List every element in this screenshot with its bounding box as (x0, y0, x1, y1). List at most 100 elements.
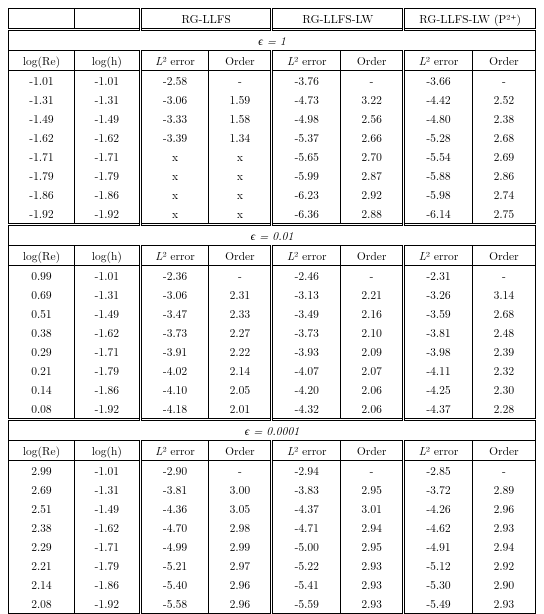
cell-order-m1: 3.00 (209, 480, 272, 499)
col-order-2: Order (340, 51, 403, 71)
cell-l2-m1: -4.02 (140, 361, 209, 380)
cell-l2-m1: -4.18 (140, 399, 209, 420)
cell-order-m1: 2.14 (209, 361, 272, 380)
cell-l2-m1: -2.36 (140, 266, 209, 286)
cell-l2-m1: -3.06 (140, 285, 209, 304)
col-order-2: Order (340, 246, 403, 266)
cell-order-m2: 2.07 (340, 361, 403, 380)
cell-l2-m2: -5.99 (272, 166, 341, 185)
cell-l2-m2: -3.76 (272, 71, 341, 91)
cell-l2-m2: -3.13 (272, 285, 341, 304)
col-order-1: Order (209, 51, 272, 71)
cell-l2-m1: x (140, 147, 209, 166)
cell-logRe: 0.29 (9, 342, 75, 361)
cell-l2-m2: -4.32 (272, 399, 341, 420)
cell-l2-m3: -3.26 (404, 285, 473, 304)
section-title: ϵ = 0.01 (9, 225, 536, 246)
cell-logh: -1.86 (74, 185, 140, 204)
cell-logRe: 2.99 (9, 461, 75, 481)
cell-order-m1: 2.01 (209, 399, 272, 420)
cell-logRe: 0.51 (9, 304, 75, 323)
cell-l2-m2: -6.36 (272, 204, 341, 225)
cell-order-m3: - (472, 266, 535, 286)
cell-order-m2: 2.06 (340, 399, 403, 420)
cell-l2-m3: -2.85 (404, 461, 473, 481)
cell-order-m1: 1.34 (209, 128, 272, 147)
cell-logh: -1.92 (74, 594, 140, 614)
cell-l2-m3: -5.88 (404, 166, 473, 185)
cell-l2-m1: -3.47 (140, 304, 209, 323)
cell-l2-m3: -4.37 (404, 399, 473, 420)
cell-order-m2: 2.94 (340, 518, 403, 537)
cell-order-m2: 2.06 (340, 380, 403, 399)
cell-l2-m3: -4.11 (404, 361, 473, 380)
cell-l2-m2: -3.83 (272, 480, 341, 499)
cell-l2-m3: -4.25 (404, 380, 473, 399)
cell-l2-m1: -3.39 (140, 128, 209, 147)
cell-logRe: -1.62 (9, 128, 75, 147)
cell-logh: -1.79 (74, 556, 140, 575)
cell-logh: -1.62 (74, 518, 140, 537)
cell-l2-m1: -3.06 (140, 90, 209, 109)
cell-order-m1: 1.58 (209, 109, 272, 128)
cell-l2-m2: -4.07 (272, 361, 341, 380)
cell-order-m3: - (472, 71, 535, 91)
cell-logRe: -1.86 (9, 185, 75, 204)
cell-logh: -1.01 (74, 461, 140, 481)
col-order-1: Order (209, 246, 272, 266)
cell-logRe: 0.38 (9, 323, 75, 342)
cell-logRe: 0.21 (9, 361, 75, 380)
cell-order-m1: 3.05 (209, 499, 272, 518)
cell-logh: -1.31 (74, 480, 140, 499)
cell-l2-m1: -3.91 (140, 342, 209, 361)
cell-logRe: -1.49 (9, 109, 75, 128)
section-title: ϵ = 0.0001 (9, 420, 536, 441)
cell-order-m3: 2.68 (472, 304, 535, 323)
cell-logRe: 0.08 (9, 399, 75, 420)
cell-logh: -1.31 (74, 90, 140, 109)
cell-order-m3: 2.74 (472, 185, 535, 204)
cell-l2-m3: -5.54 (404, 147, 473, 166)
cell-order-m3: 2.93 (472, 518, 535, 537)
cell-order-m3: 2.28 (472, 399, 535, 420)
cell-order-m2: 2.92 (340, 185, 403, 204)
cell-order-m3: 2.94 (472, 537, 535, 556)
cell-order-m2: 2.93 (340, 575, 403, 594)
cell-order-m1: x (209, 185, 272, 204)
cell-l2-m2: -4.71 (272, 518, 341, 537)
cell-l2-m3: -5.12 (404, 556, 473, 575)
cell-l2-m3: -3.98 (404, 342, 473, 361)
cell-order-m1: x (209, 204, 272, 225)
cell-l2-m1: -2.58 (140, 71, 209, 91)
cell-l2-m1: -4.10 (140, 380, 209, 399)
col-order-1: Order (209, 441, 272, 461)
cell-order-m3: 2.39 (472, 342, 535, 361)
cell-order-m1: x (209, 166, 272, 185)
cell-order-m1: x (209, 147, 272, 166)
cell-order-m1: 2.97 (209, 556, 272, 575)
cell-order-m3: 2.86 (472, 166, 535, 185)
cell-order-m2: 2.16 (340, 304, 403, 323)
cell-order-m2: 2.95 (340, 537, 403, 556)
cell-logh: -1.71 (74, 537, 140, 556)
cell-order-m1: 2.98 (209, 518, 272, 537)
col-logRe: log(Re) (9, 51, 75, 71)
cell-order-m2: 2.21 (340, 285, 403, 304)
cell-l2-m1: -3.33 (140, 109, 209, 128)
cell-l2-m2: -3.73 (272, 323, 341, 342)
cell-l2-m3: -6.14 (404, 204, 473, 225)
cell-logh: -1.86 (74, 575, 140, 594)
cell-l2-m3: -5.30 (404, 575, 473, 594)
cell-order-m3: 2.52 (472, 90, 535, 109)
cell-order-m3: 2.96 (472, 499, 535, 518)
cell-order-m2: 2.56 (340, 109, 403, 128)
cell-order-m2: 2.66 (340, 128, 403, 147)
cell-logh: -1.71 (74, 342, 140, 361)
cell-l2-m3: -3.66 (404, 71, 473, 91)
cell-order-m2: 2.95 (340, 480, 403, 499)
cell-l2-m2: -5.59 (272, 594, 341, 614)
cell-order-m1: 2.96 (209, 575, 272, 594)
col-order-3: Order (472, 246, 535, 266)
cell-l2-m2: -5.22 (272, 556, 341, 575)
cell-logh: -1.92 (74, 204, 140, 225)
